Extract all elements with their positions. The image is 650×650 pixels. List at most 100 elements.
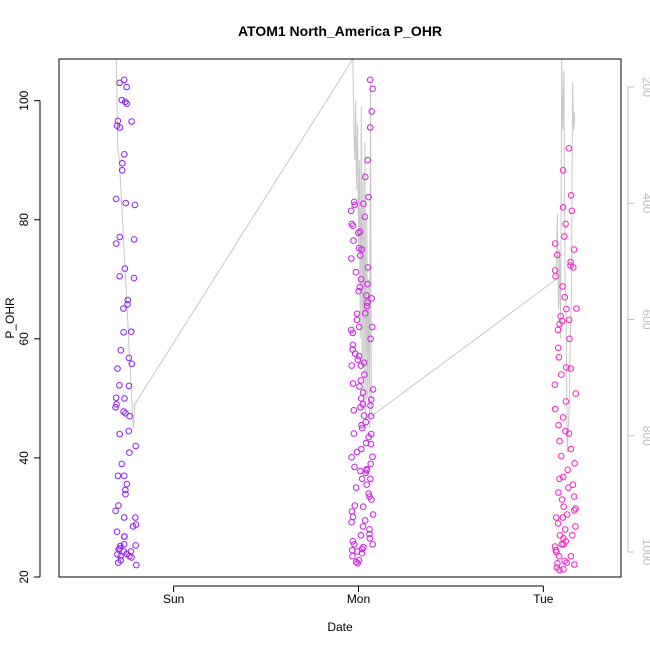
data-point	[571, 561, 578, 568]
data-point	[348, 220, 355, 228]
data-point	[356, 283, 364, 291]
data-point	[122, 486, 129, 494]
data-point	[362, 309, 369, 317]
data-point	[121, 395, 128, 402]
data-point	[366, 535, 374, 542]
data-point	[126, 412, 133, 420]
data-point	[552, 273, 559, 280]
data-point	[356, 383, 363, 390]
data-point	[559, 414, 567, 421]
data-point	[358, 445, 365, 453]
data-point	[132, 514, 139, 521]
data-point	[358, 549, 366, 557]
secondary-y-tick-label: 200	[640, 77, 650, 97]
data-point	[354, 356, 362, 364]
data-point	[350, 430, 358, 437]
data-point	[364, 156, 372, 164]
data-point	[362, 418, 370, 426]
data-point	[350, 198, 358, 206]
y-tick-label: 40	[17, 451, 31, 465]
data-point	[551, 267, 559, 274]
data-point	[120, 514, 128, 521]
data-point	[118, 96, 126, 104]
data-point	[559, 283, 566, 290]
data-point	[368, 295, 376, 302]
data-point	[562, 364, 570, 371]
data-point	[132, 542, 139, 549]
data-point	[367, 430, 375, 438]
y-tick-label: 80	[17, 213, 31, 227]
data-point	[350, 407, 358, 414]
data-point	[112, 195, 120, 203]
data-point	[561, 233, 568, 240]
secondary-y-tick-label: 600	[640, 309, 650, 329]
data-point	[558, 541, 566, 548]
data-point	[572, 505, 579, 512]
data-point	[367, 475, 374, 483]
data-point	[124, 301, 131, 308]
data-point	[572, 523, 579, 530]
data-point	[365, 490, 372, 497]
data-point	[351, 502, 359, 509]
data-point	[560, 566, 567, 573]
data-point	[559, 473, 567, 481]
secondary-y-tick-label: 1000	[640, 539, 650, 566]
series-line	[115, 59, 576, 453]
data-point	[369, 511, 377, 518]
data-point	[563, 305, 570, 313]
data-point	[349, 222, 357, 229]
data-point	[554, 326, 562, 334]
secondary-y-tick-label: 800	[640, 426, 650, 446]
data-point	[349, 538, 357, 545]
data-point	[551, 381, 559, 389]
data-point	[117, 552, 124, 560]
y-axis: 20 40 60 80 100	[17, 90, 41, 584]
data-point	[116, 382, 123, 389]
data-point	[558, 496, 566, 503]
data-point	[567, 445, 575, 453]
data-point	[357, 377, 365, 384]
data-point	[112, 507, 119, 515]
data-point	[556, 475, 563, 483]
data-point	[560, 541, 567, 548]
data-point	[121, 533, 128, 540]
data-point	[119, 159, 126, 167]
data-point	[351, 350, 359, 358]
data-point	[120, 305, 127, 312]
data-point	[362, 173, 369, 181]
x-tick-label: Tue	[533, 592, 554, 606]
data-point	[366, 76, 374, 84]
data-point	[126, 449, 133, 456]
data-point	[572, 390, 580, 397]
data-point	[567, 258, 574, 266]
data-point	[113, 401, 120, 408]
data-point	[125, 354, 133, 362]
data-point	[115, 502, 122, 509]
data-point	[559, 514, 567, 521]
data-point	[128, 554, 135, 561]
data-point	[132, 442, 139, 450]
data-point	[131, 201, 139, 209]
data-point	[133, 561, 140, 569]
data-point	[349, 552, 356, 560]
data-point	[561, 526, 569, 533]
data-point	[555, 489, 562, 496]
data-point	[363, 302, 371, 310]
data-point	[351, 201, 359, 209]
data-point	[120, 408, 127, 415]
data-point	[114, 365, 121, 372]
data-point	[558, 371, 565, 378]
data-point	[369, 453, 376, 461]
data-point	[567, 365, 575, 372]
data-point	[358, 475, 366, 483]
data-point	[369, 323, 376, 331]
data-point	[568, 207, 576, 215]
data-point	[554, 251, 561, 259]
data-point	[360, 200, 367, 207]
data-point	[551, 240, 559, 247]
data-point	[123, 480, 131, 488]
y-tick-label: 60	[17, 332, 31, 346]
data-point	[571, 507, 578, 514]
data-point	[357, 276, 365, 283]
data-point	[366, 530, 373, 538]
